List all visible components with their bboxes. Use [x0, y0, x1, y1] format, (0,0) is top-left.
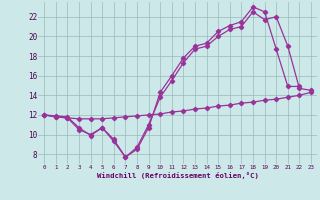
X-axis label: Windchill (Refroidissement éolien,°C): Windchill (Refroidissement éolien,°C): [97, 172, 259, 179]
